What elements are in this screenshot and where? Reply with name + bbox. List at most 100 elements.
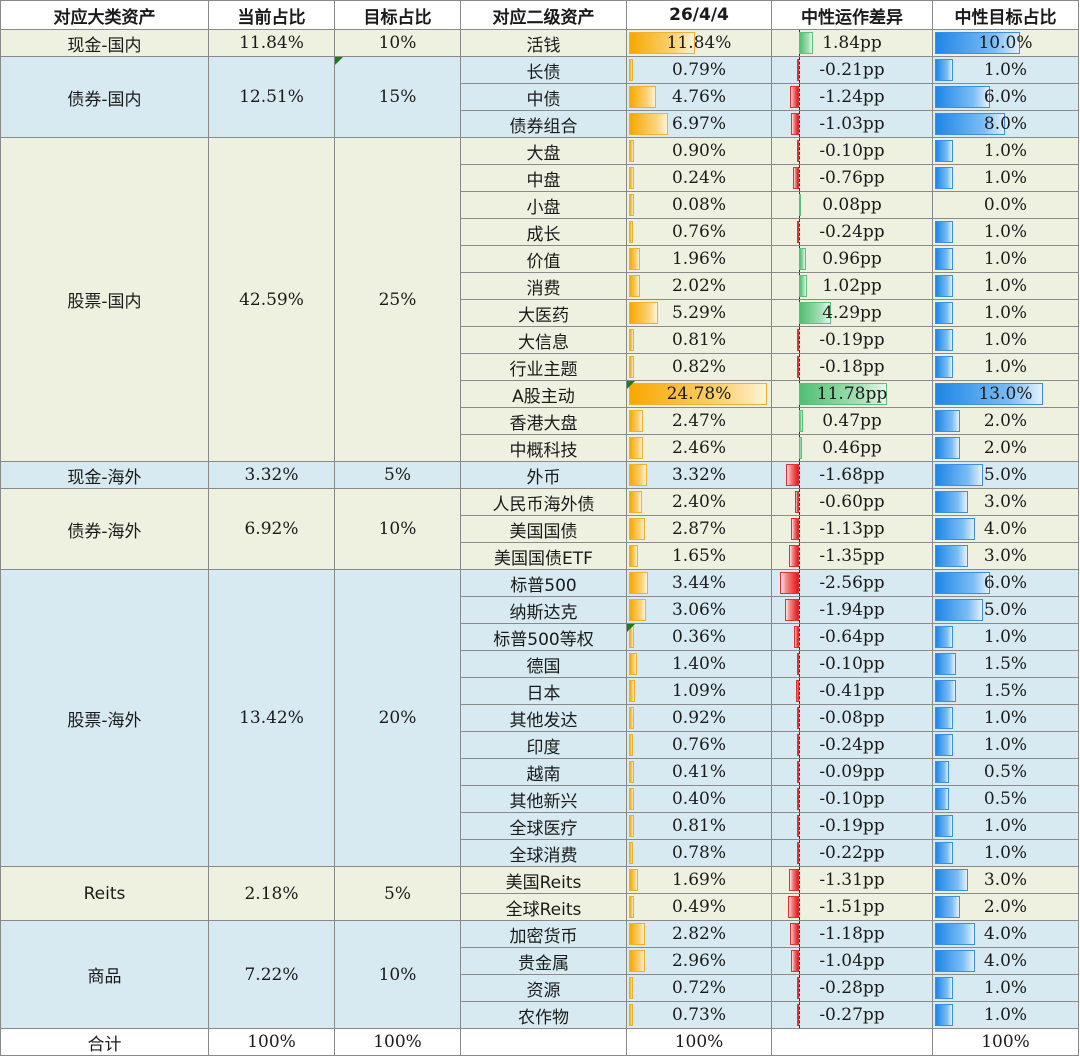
diff-cell: -1.24pp: [771, 83, 933, 111]
weight-bar: [629, 437, 643, 459]
sub-asset-cell: 中债: [460, 83, 627, 111]
diff-cell: 0.46pp: [771, 434, 933, 462]
diff-axis: [799, 516, 800, 542]
table-row: 标普500等权 0.36% -0.64pp 1.0%: [1, 623, 1079, 651]
weight-cell: 1.09%: [626, 677, 772, 705]
sub-asset-cell: 长债: [460, 56, 627, 84]
weight-cell: 1.96%: [626, 245, 772, 273]
sub-asset-cell: 贵金属: [460, 947, 627, 975]
table-row: 中概科技 2.46% 0.46pp 2.0%: [1, 434, 1079, 462]
sub-asset-cell: 日本: [460, 677, 627, 705]
diff-cell: -1.94pp: [771, 596, 933, 624]
diff-bar-negative: [789, 86, 799, 108]
neutral-bar: [935, 275, 953, 297]
neutral-cell: 3.0%: [932, 542, 1079, 570]
table-row: 债券组合 6.97% -1.03pp 8.0%: [1, 110, 1079, 138]
diff-bar-positive: [799, 383, 887, 405]
target-share-cell: 10%: [334, 920, 461, 1029]
header-major: 对应大类资产: [0, 0, 209, 30]
weight-cell: 0.78%: [626, 839, 772, 867]
diff-bar-positive: [799, 437, 803, 459]
weight-value: 1.09%: [671, 681, 726, 701]
current-share-cell: 7.22%: [208, 920, 335, 1029]
total-diff: [771, 1028, 933, 1056]
diff-cell: -0.64pp: [771, 623, 933, 651]
neutral-bar: [935, 491, 968, 513]
diff-bar-negative: [797, 356, 799, 378]
table-row: 全球消费 0.78% -0.22pp 1.0%: [1, 839, 1079, 867]
neutral-bar: [935, 788, 949, 810]
diff-bar-negative: [784, 599, 799, 621]
diff-bar-negative: [794, 626, 799, 648]
weight-value: 0.49%: [671, 897, 726, 917]
neutral-bar: [935, 59, 953, 81]
diff-axis: [799, 570, 800, 596]
diff-value: -0.64pp: [819, 627, 885, 647]
weight-value: 2.82%: [671, 924, 726, 944]
weight-value: 3.32%: [671, 465, 726, 485]
table-row: 价值 1.96% 0.96pp 1.0%: [1, 245, 1079, 273]
major-asset-cell: 债券-海外: [0, 488, 209, 570]
total-value: 100%: [626, 1028, 772, 1056]
diff-axis: [799, 840, 800, 866]
weight-cell: 3.32%: [626, 461, 772, 489]
neutral-bar: [935, 977, 953, 999]
neutral-value: 0.5%: [983, 762, 1028, 782]
neutral-value: 1.0%: [983, 735, 1028, 755]
neutral-value: 1.0%: [983, 276, 1028, 296]
diff-bar-negative: [797, 761, 799, 783]
diff-axis: [799, 597, 800, 623]
diff-bar-negative: [797, 734, 799, 756]
weight-cell: 0.81%: [626, 812, 772, 840]
diff-axis: [799, 678, 800, 704]
diff-cell: -0.22pp: [771, 839, 933, 867]
diff-cell: -0.28pp: [771, 974, 933, 1002]
neutral-bar: [935, 599, 983, 621]
neutral-value: 13.0%: [978, 384, 1033, 404]
weight-cell: 0.41%: [626, 758, 772, 786]
sub-asset-cell: 活钱: [460, 29, 627, 57]
weight-cell: 0.40%: [626, 785, 772, 813]
diff-axis: [799, 84, 800, 110]
neutral-value: 6.0%: [983, 573, 1028, 593]
weight-cell: 2.47%: [626, 407, 772, 435]
major-asset-cell: Reits: [0, 866, 209, 921]
weight-cell: 0.72%: [626, 974, 772, 1002]
table-row: 债券-国内 12.51% 15% 长债 0.79% -0.21pp 1.0%: [0, 56, 1079, 138]
diff-axis: [799, 732, 800, 758]
diff-cell: -1.18pp: [771, 920, 933, 948]
weight-bar: [629, 140, 634, 162]
diff-value: -1.18pp: [819, 924, 885, 944]
major-asset-cell: 现金-海外: [0, 461, 209, 489]
diff-axis: [799, 894, 800, 920]
diff-cell: -0.27pp: [771, 1001, 933, 1029]
table-row: 香港大盘 2.47% 0.47pp 2.0%: [1, 407, 1079, 435]
diff-value: -0.09pp: [819, 762, 885, 782]
diff-bar-negative: [779, 572, 799, 594]
diff-bar-negative: [796, 1004, 799, 1026]
diff-cell: -1.13pp: [771, 515, 933, 543]
table-row: 纳斯达克 3.06% -1.94pp 5.0%: [1, 596, 1079, 624]
weight-cell: 2.87%: [626, 515, 772, 543]
total-current: 100%: [208, 1028, 335, 1056]
weight-value: 0.78%: [671, 843, 726, 863]
weight-value: 1.69%: [671, 870, 726, 890]
diff-bar-negative: [797, 653, 799, 675]
comment-flag-icon: [335, 57, 343, 65]
header-date: 26/4/4: [626, 0, 772, 30]
diff-value: -0.76pp: [819, 168, 885, 188]
weight-bar: [629, 59, 634, 81]
target-share-text: 5%: [384, 883, 411, 904]
diff-bar-positive: [799, 32, 813, 54]
neutral-bar: [935, 923, 976, 945]
weight-bar: [629, 599, 647, 621]
neutral-value: 0.0%: [983, 195, 1028, 215]
weight-bar: [629, 194, 634, 216]
diff-axis: [799, 759, 800, 785]
weight-cell: 0.36%: [626, 623, 772, 651]
weight-value: 0.82%: [671, 357, 726, 377]
weight-bar: [629, 815, 634, 837]
neutral-value: 2.0%: [983, 438, 1028, 458]
weight-value: 1.65%: [671, 546, 726, 566]
neutral-cell: 1.0%: [932, 731, 1079, 759]
